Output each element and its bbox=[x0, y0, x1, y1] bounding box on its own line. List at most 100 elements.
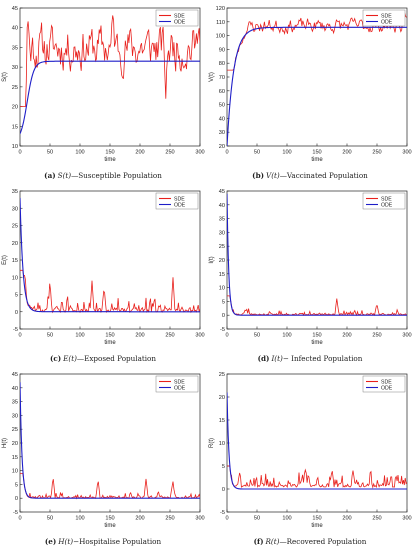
y-tick-label: 40 bbox=[12, 26, 18, 32]
x-tick-label: 0 bbox=[225, 150, 228, 156]
panel-caption: (c) E(t)—Exposed Population bbox=[0, 354, 206, 363]
sde-series-line bbox=[227, 465, 407, 489]
ode-series-line bbox=[227, 193, 407, 316]
x-tick-label: 100 bbox=[75, 150, 84, 156]
plot-frame bbox=[19, 7, 201, 147]
legend-label: ODE bbox=[381, 19, 393, 25]
y-tick-label: 70 bbox=[219, 75, 225, 81]
panel-symbol: I(t) bbox=[271, 354, 283, 363]
chart-panel-f: 0 50 100 150 200 250 300 -5 0 5 10 15 20 25 time R(t) SD… bbox=[207, 366, 413, 549]
plot-frame bbox=[226, 190, 408, 330]
plot-frame bbox=[19, 373, 201, 513]
x-tick-label: 50 bbox=[47, 150, 53, 156]
chart-svg: 0 50 100 150 200 250 300-5051015202530354045ti… bbox=[209, 189, 412, 346]
x-tick-label: 100 bbox=[282, 150, 291, 156]
y-tick-label: 10 bbox=[219, 441, 225, 447]
y-tick-label: 25 bbox=[219, 372, 225, 378]
y-tick-label: 90 bbox=[219, 47, 225, 53]
y-tick-label: -5 bbox=[13, 510, 18, 516]
ode-series-line bbox=[227, 392, 407, 490]
chart-svg: 0 50 100 150 200 250 300-50510152025timeR(t)SD… bbox=[209, 372, 412, 529]
panel-label: (a) bbox=[44, 171, 56, 180]
y-tick-label: 15 bbox=[219, 272, 225, 278]
legend-label: ODE bbox=[381, 202, 393, 208]
x-tick-label: 200 bbox=[135, 150, 144, 156]
x-axis-label: time bbox=[104, 157, 116, 163]
legend-label: ODE bbox=[174, 202, 186, 208]
chart-panel-e: 0 50 100 150 200 250 300 -5 0 5 10 15 20 25 30 35 40 45 ti… bbox=[0, 366, 206, 549]
panel-symbol: R(t) bbox=[265, 537, 280, 546]
x-tick-label: 300 bbox=[195, 516, 204, 522]
x-tick-label: 50 bbox=[254, 150, 260, 156]
y-tick-label: 0 bbox=[222, 313, 225, 319]
x-tick-label: 200 bbox=[135, 333, 144, 339]
x-tick-label: 100 bbox=[75, 333, 84, 339]
y-axis-label: I(t) bbox=[209, 256, 215, 263]
y-tick-label: 0 bbox=[222, 487, 225, 493]
x-tick-label: 0 bbox=[225, 333, 228, 339]
y-tick-label: 0 bbox=[15, 310, 18, 316]
panel-caption-text: —Exposed Population bbox=[76, 354, 156, 363]
x-tick-label: 150 bbox=[105, 150, 114, 156]
x-tick-label: 200 bbox=[342, 333, 351, 339]
y-tick-label: 0 bbox=[15, 496, 18, 502]
legend-label: SDE bbox=[381, 196, 392, 202]
y-tick-label: 25 bbox=[12, 224, 18, 230]
panel-caption: (d) I(t)− Infected Population bbox=[207, 354, 413, 363]
panel-caption-text: −Hospitalise Population bbox=[73, 537, 162, 546]
x-tick-label: 0 bbox=[18, 516, 21, 522]
chart-panel-b: 0 50 100 150 200 250 300 20 30 40 50 60 70 80 90 100 110… bbox=[207, 0, 413, 183]
y-tick-label: 25 bbox=[219, 244, 225, 250]
x-tick-label: 150 bbox=[312, 516, 321, 522]
x-tick-label: 200 bbox=[342, 150, 351, 156]
chart-panel-d: 0 50 100 150 200 250 300 -5 0 5 10 15 20 25 30 35 40 45 ti… bbox=[207, 183, 413, 366]
legend-label: SDE bbox=[174, 13, 185, 19]
x-tick-label: 100 bbox=[282, 516, 291, 522]
panel-caption: (f) R(t)—Recovered Population bbox=[207, 537, 413, 546]
y-tick-label: 25 bbox=[12, 85, 18, 91]
sde-series-line bbox=[20, 473, 200, 500]
panel-caption-text: − Infected Population bbox=[282, 354, 363, 363]
legend-label: SDE bbox=[174, 379, 185, 385]
y-tick-label: 5 bbox=[15, 482, 18, 488]
x-tick-label: 50 bbox=[254, 516, 260, 522]
x-tick-label: 150 bbox=[312, 333, 321, 339]
x-tick-label: 250 bbox=[372, 516, 381, 522]
y-tick-label: 30 bbox=[219, 130, 225, 136]
x-axis-label: time bbox=[311, 157, 323, 163]
y-tick-label: 45 bbox=[12, 6, 18, 12]
legend-label: ODE bbox=[381, 385, 393, 391]
panel-symbol: H(t) bbox=[58, 537, 74, 546]
x-tick-label: 100 bbox=[282, 333, 291, 339]
chart-svg: 0 50 100 150 200 250 300 10 15 20 25 30 35 40 45 time S(… bbox=[2, 6, 205, 163]
y-tick-label: 10 bbox=[12, 469, 18, 475]
legend-label: SDE bbox=[381, 13, 392, 19]
y-axis-label: E(t) bbox=[2, 255, 8, 265]
y-tick-label: 30 bbox=[12, 65, 18, 71]
plot-frame bbox=[226, 373, 408, 513]
x-tick-label: 150 bbox=[312, 150, 321, 156]
y-tick-label: 15 bbox=[219, 418, 225, 424]
x-tick-label: 150 bbox=[105, 333, 114, 339]
y-tick-label: 35 bbox=[12, 189, 18, 195]
ode-series-line bbox=[20, 197, 200, 313]
ode-series-line bbox=[20, 382, 200, 499]
y-tick-label: 120 bbox=[216, 6, 225, 12]
sde-series-line bbox=[20, 15, 200, 107]
chart-panel-c: 0 50 100 150 200 250 300 -5 0 5 10 15 20 25 30 35 time E(… bbox=[0, 183, 206, 366]
x-tick-label: 300 bbox=[195, 333, 204, 339]
y-tick-label: 60 bbox=[219, 89, 225, 95]
x-tick-label: 50 bbox=[47, 516, 53, 522]
panel-label: (c) bbox=[49, 354, 62, 363]
y-tick-label: 10 bbox=[12, 275, 18, 281]
x-tick-label: 250 bbox=[372, 333, 381, 339]
panel-caption: (b) V(t)—Vaccinated Population bbox=[207, 171, 413, 180]
x-axis-label: time bbox=[104, 523, 116, 529]
chart-svg: 0 50 100 150 200 250 300 20 30 40 50 60 70 80 90 100 110… bbox=[209, 6, 412, 163]
y-tick-label: 20 bbox=[219, 395, 225, 401]
panel-label: (e) bbox=[44, 537, 57, 546]
